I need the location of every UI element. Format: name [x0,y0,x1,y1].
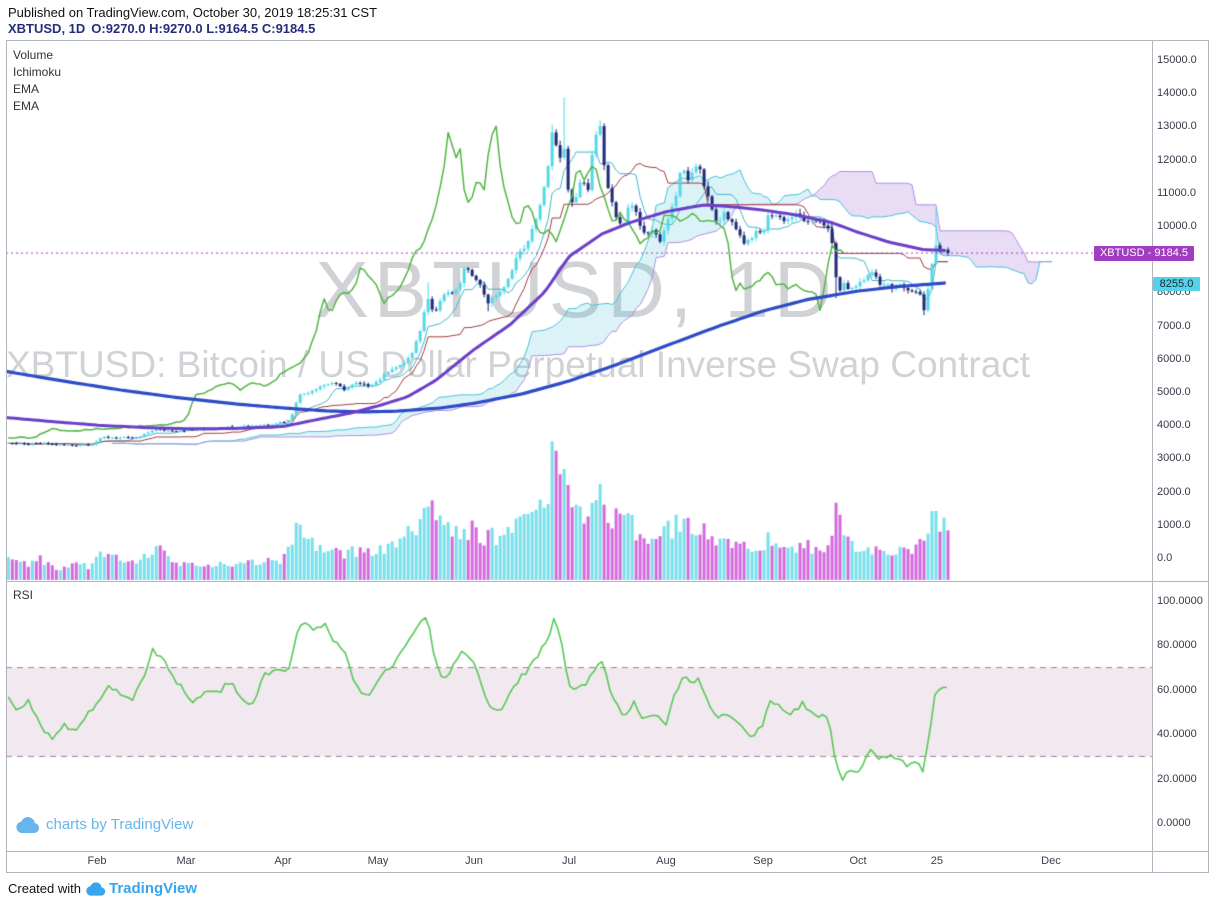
time-axis-label: Mar [176,855,196,867]
price-axis-label: 1000.0 [1157,518,1191,531]
tradingview-logo-text: TradingView [108,880,198,897]
tradingview-cloud-icon [86,881,106,896]
time-axis-label: Jul [561,855,577,867]
price-axis-label: 7000.0 [1157,319,1191,332]
rsi-axis-label: 20.0000 [1157,772,1197,785]
rsi-axis-label: 80.0000 [1157,639,1197,652]
price-axis-label: 15000.0 [1157,54,1197,66]
price-axis-label: 12000.0 [1157,153,1197,166]
price-axis-label: 2000.0 [1157,485,1191,498]
price-axis-label: 4000.0 [1157,419,1191,432]
rsi-axis-label: 40.0000 [1157,728,1197,741]
time-axis-label: May [367,855,389,867]
price-axis-label: 11000.0 [1157,186,1196,199]
footer-branding: Created with TradingView [8,880,197,897]
time-axis-label: Oct [849,855,867,867]
price-axis-label: 5000.0 [1157,386,1191,398]
legend-item-ema1[interactable]: EMA [13,82,40,96]
created-with-text: Created with [8,881,81,896]
rsi-axis-label: 100.0000 [1157,595,1203,607]
price-axis-label: 14000.0 [1157,87,1197,100]
time-axis-label: Sep [753,855,773,867]
time-axis-label: Apr [274,855,292,867]
rsi-axis-label: 60.0000 [1157,683,1197,696]
time-axis-label: Aug [656,855,676,867]
time-axis-label: Feb [87,855,107,867]
price-axis-label: 13000.0 [1157,120,1197,133]
price-axis-label: 3000.0 [1157,452,1191,465]
legend-item-ema2[interactable]: EMA [13,99,40,113]
rsi-axis-label: 0.0000 [1157,817,1191,829]
price-axis-label: 10000.0 [1157,220,1197,232]
indicator-value-badge: 8255.0 [1153,276,1200,291]
tradingview-cloud-icon [16,816,40,833]
legend-item-volume[interactable]: Volume [13,48,54,62]
last-price-badge: XBTUSD - 9184.5 [1094,245,1194,261]
time-axis-label: Jun [465,855,483,867]
rsi-legend[interactable]: RSI [13,588,34,602]
tradingview-logo[interactable]: TradingView [86,880,197,897]
legend-item-ichimoku[interactable]: Ichimoku [13,65,62,79]
price-axis-label: 6000.0 [1157,352,1191,365]
time-axis-label: 25 [930,855,944,867]
charts-by-watermark: charts by TradingView [16,816,193,833]
charts-by-text: charts by TradingView [46,816,194,833]
main-legend: Volume Ichimoku EMA EMA [13,47,61,115]
time-axis-label: Dec [1041,855,1061,867]
price-axis-label: 0.0 [1157,552,1173,564]
